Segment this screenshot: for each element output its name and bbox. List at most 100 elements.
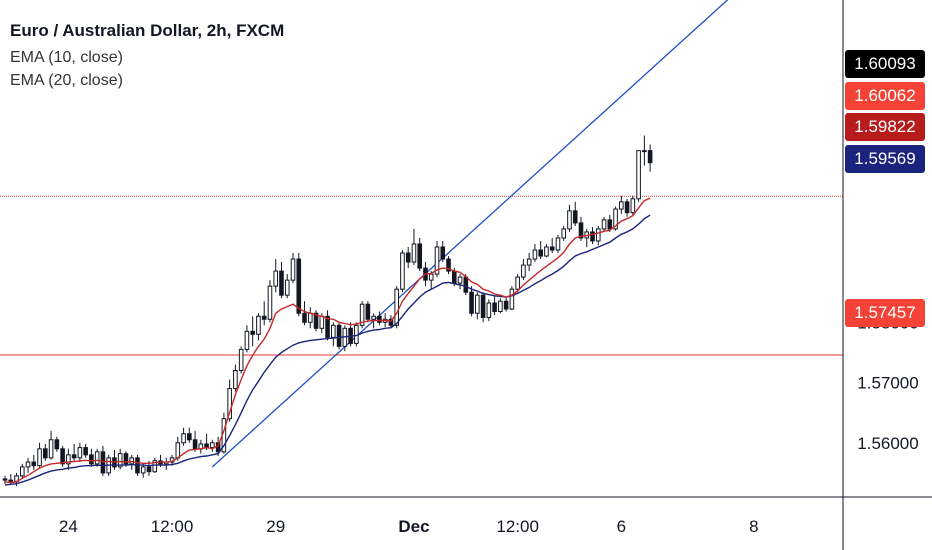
candle-body xyxy=(60,448,65,465)
candle-body xyxy=(359,303,365,326)
candle-body xyxy=(561,228,567,239)
candle-body xyxy=(434,246,440,275)
candle-body xyxy=(100,451,106,474)
candle-body xyxy=(509,288,515,310)
candle-body xyxy=(607,219,613,230)
candle-body xyxy=(187,433,192,441)
candle-body xyxy=(446,258,451,272)
candle xyxy=(486,299,492,322)
candle xyxy=(112,450,117,470)
candle-body xyxy=(273,270,279,287)
candle-body xyxy=(636,150,641,200)
candle xyxy=(348,322,353,347)
candle-body xyxy=(642,150,647,153)
candle xyxy=(48,430,54,460)
candle-body xyxy=(302,312,307,323)
candle xyxy=(584,228,590,247)
candle xyxy=(567,204,572,232)
candle-body xyxy=(457,276,463,284)
candle-body xyxy=(43,448,48,459)
candle xyxy=(187,427,192,443)
candle-body xyxy=(296,258,302,314)
candle-body xyxy=(515,276,520,290)
candle-body xyxy=(498,300,503,312)
candle xyxy=(595,225,601,246)
candle-body xyxy=(365,303,371,320)
candle-body xyxy=(250,330,255,335)
candle-body xyxy=(405,252,411,263)
candle xyxy=(140,463,146,478)
ema10-line xyxy=(4,197,651,484)
ema10-legend[interactable]: EMA (10, close) xyxy=(10,49,123,66)
candle-body xyxy=(140,466,146,474)
candle xyxy=(331,322,336,347)
candle-body xyxy=(503,300,509,310)
candle-body xyxy=(469,291,474,314)
candle xyxy=(307,307,313,329)
candle xyxy=(578,216,584,241)
candle xyxy=(503,296,509,312)
candle-body xyxy=(475,294,480,314)
time-tick-label: 6 xyxy=(617,517,626,536)
candle xyxy=(37,442,42,469)
ema-lines xyxy=(4,197,651,486)
candle xyxy=(405,246,411,269)
candle xyxy=(561,225,567,241)
candle xyxy=(509,286,515,311)
candle-body xyxy=(83,447,88,456)
candle-body xyxy=(521,264,526,278)
candle-body xyxy=(630,198,636,214)
candle xyxy=(434,240,440,278)
ema20-legend[interactable]: EMA (20, close) xyxy=(10,72,123,89)
candle xyxy=(377,311,382,326)
candle xyxy=(54,436,60,452)
candle xyxy=(619,195,624,214)
candle xyxy=(256,313,261,341)
candle xyxy=(446,256,451,275)
candle-body xyxy=(394,288,399,326)
candle-body xyxy=(567,210,572,230)
candle-body xyxy=(267,285,273,320)
candle xyxy=(43,443,48,461)
candle-body xyxy=(532,249,538,260)
candle xyxy=(607,215,613,232)
candle xyxy=(250,316,255,347)
candle xyxy=(475,292,480,320)
candle xyxy=(469,286,474,317)
candle xyxy=(313,310,319,332)
candle-body xyxy=(440,246,446,260)
candle xyxy=(273,259,279,293)
candle xyxy=(624,198,630,217)
candle xyxy=(630,195,636,216)
candle-body xyxy=(647,150,653,164)
candle-body xyxy=(77,447,83,459)
candle-body xyxy=(290,258,296,281)
chart-legend: Euro / Australian Dollar, 2h, FXCM EMA (… xyxy=(10,20,284,96)
candle-body xyxy=(37,448,42,467)
candle xyxy=(457,274,463,290)
time-tick-label: 24 xyxy=(59,517,78,536)
candle-body xyxy=(48,439,54,459)
candle-body xyxy=(538,249,543,257)
candle xyxy=(647,144,653,172)
candle xyxy=(123,451,129,467)
candle xyxy=(492,295,497,316)
candle xyxy=(284,274,290,299)
candle xyxy=(296,253,302,317)
candle xyxy=(515,274,520,293)
candle-body xyxy=(313,312,319,329)
candle-body xyxy=(555,237,561,251)
candle-body xyxy=(325,315,330,338)
ema20-line xyxy=(4,214,651,486)
candle-body xyxy=(279,270,284,296)
candle-body xyxy=(210,442,215,449)
candle-body xyxy=(451,270,457,284)
candle xyxy=(572,201,578,226)
candle xyxy=(267,280,273,323)
candle xyxy=(359,301,365,329)
price-tick-label: 1.57000 xyxy=(857,374,918,393)
candle xyxy=(365,301,371,323)
candle-body xyxy=(256,315,261,335)
candle xyxy=(25,457,31,473)
candle-body xyxy=(123,453,129,465)
